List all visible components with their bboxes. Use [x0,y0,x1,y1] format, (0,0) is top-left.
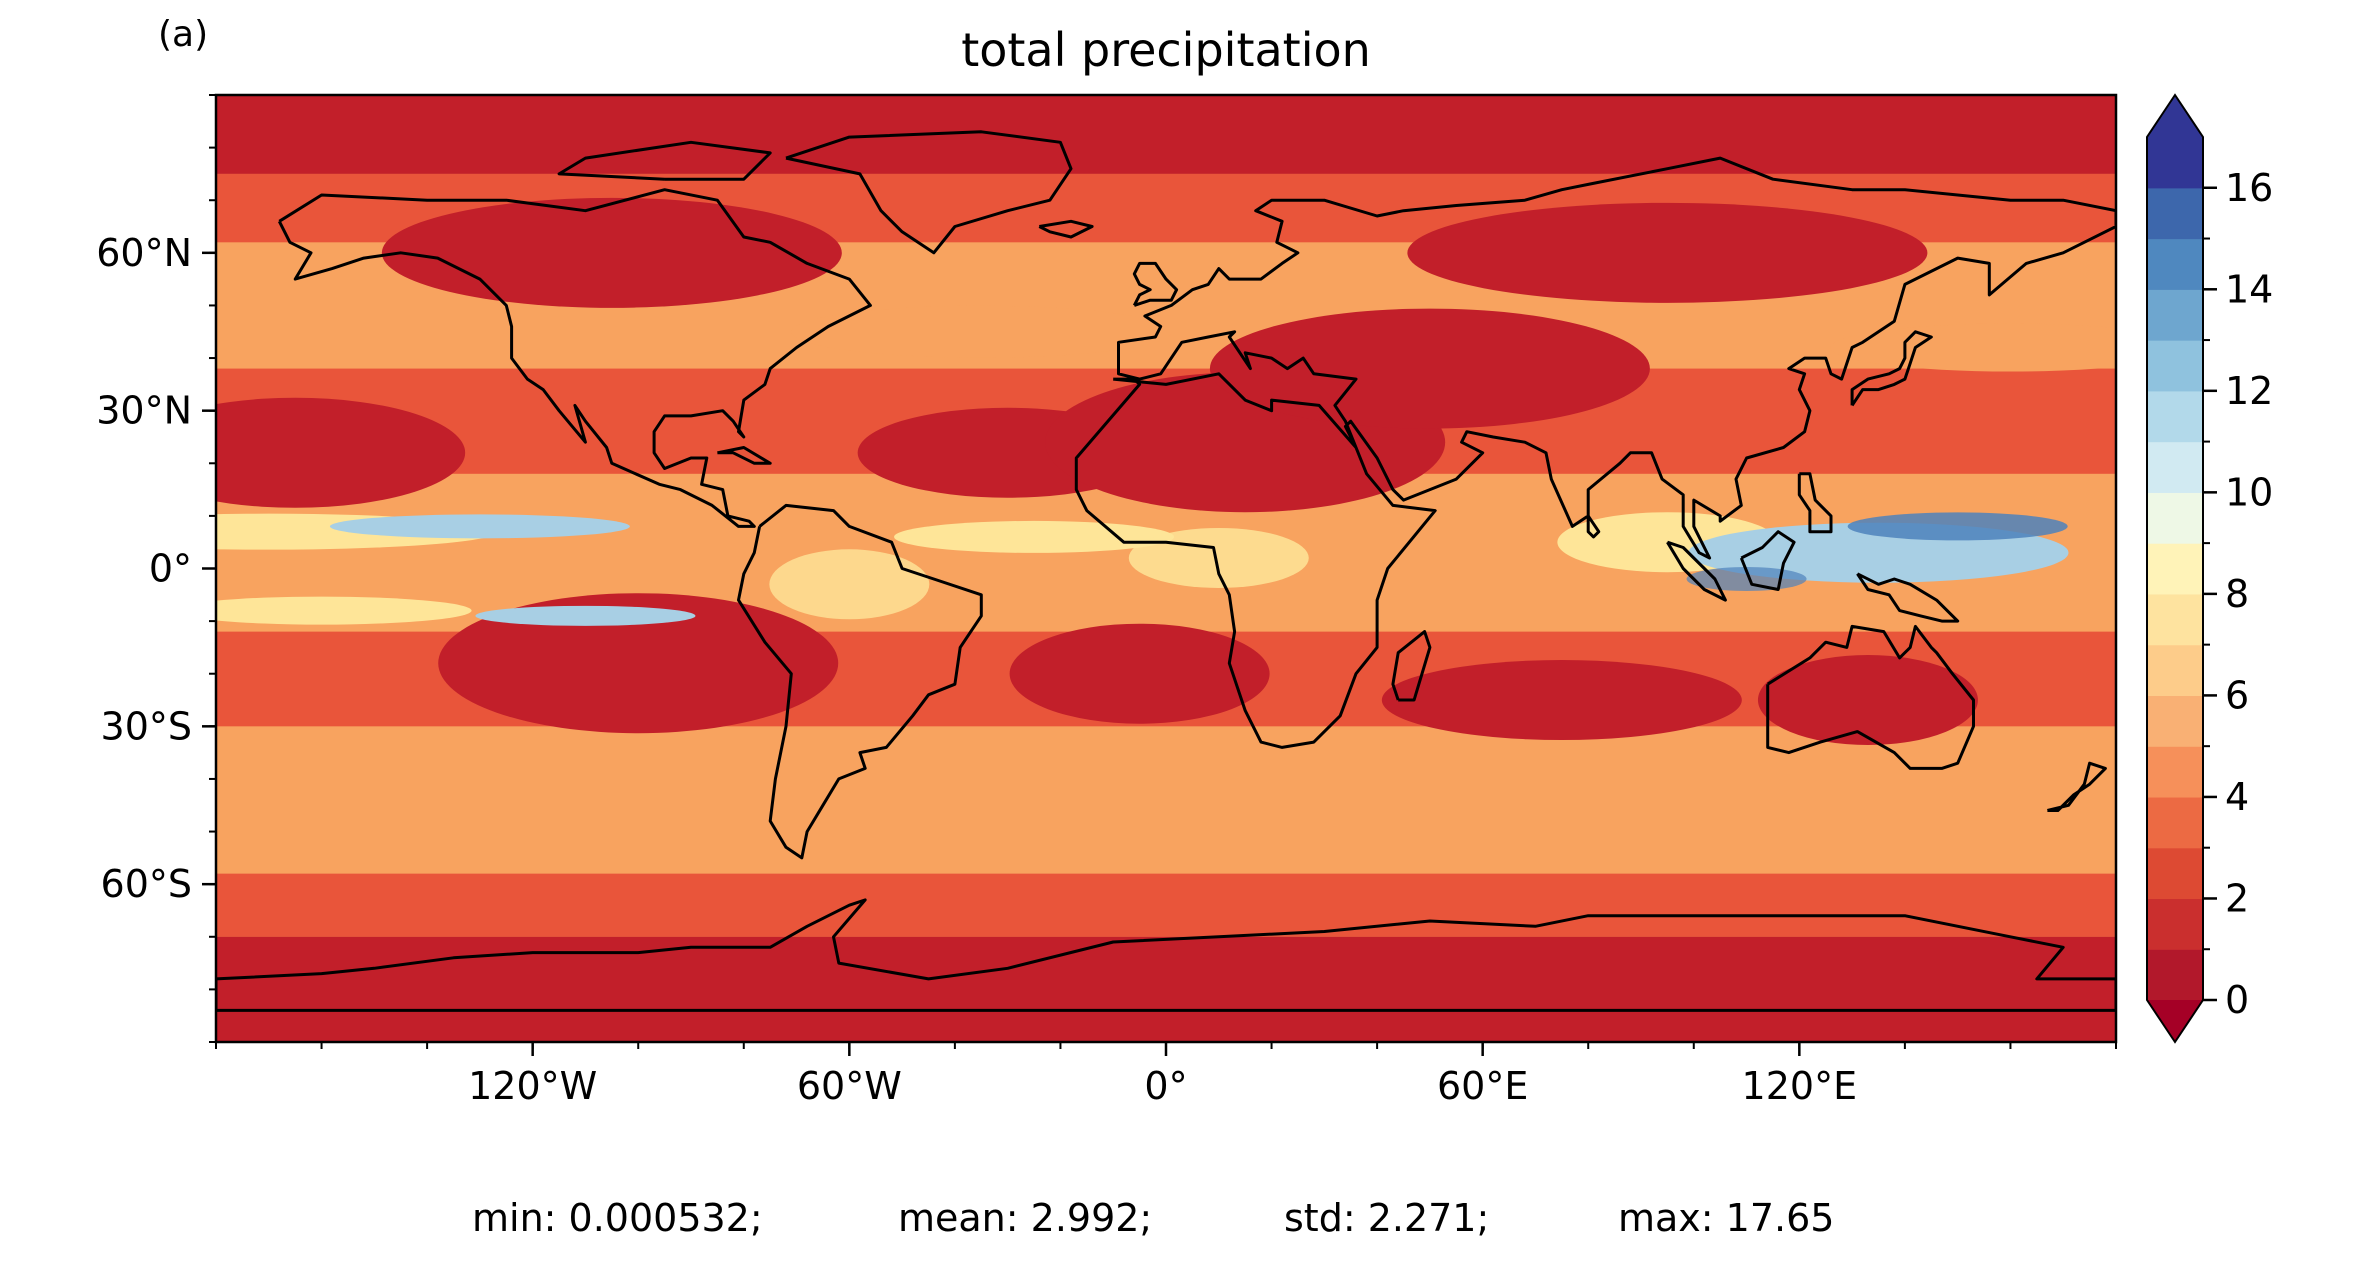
storm-track-north-pacific [1830,323,2116,372]
coastline-eurasia-africa [1074,156,2116,749]
dry-zone-south-east-pacific [438,593,839,734]
coastline-new-zealand [2047,761,2107,812]
longitude-axis: 120°W 60°W 0° 60°E 120°E [215,1042,2117,1108]
lat-tick-label: 30°S [101,704,192,748]
stat-min: min: 0.000532; [472,1196,763,1240]
colorbar-tick-label: 4 [2225,775,2249,819]
precip-band-arctic [216,95,2116,174]
colorbar-tick-label: 10 [2225,470,2273,514]
colorbar-tick-label: 6 [2225,673,2249,717]
coastline-north-america [277,188,872,528]
itcz-atlantic [894,520,1175,553]
precip-band-antarctic [216,936,2116,1042]
wettest-zone-west-pacific [1847,512,2068,541]
colorbar-segment [2147,137,2203,189]
coastline-greenland [785,130,1073,255]
coastlines [216,130,2116,1012]
lat-tick-label: 60°S [101,862,192,906]
colorbar-segment [2147,746,2203,798]
coastline-madagascar [1391,630,1432,702]
coastline-iceland [1038,219,1094,239]
lat-tick-label: 60°N [96,231,192,275]
coastline-philippines [1797,472,1833,534]
colorbar-segment [2147,695,2203,747]
colorbar-tick-label: 0 [2225,978,2249,1022]
colorbar-tick-label: 2 [2225,876,2249,920]
colorbar-segment [2147,898,2203,950]
dry-zone-australia [1757,655,1978,746]
colorbar-segment [2147,593,2203,646]
dry-zone-canada [381,197,842,308]
coastline-australia [1766,624,1975,770]
wet-zone-amazon [769,549,930,620]
colorbar-tick-label: 14 [2225,267,2273,311]
colorbar-extend-min [2147,1000,2203,1042]
colorbar-segment [2147,847,2203,900]
colorbar-segment [2147,238,2203,290]
storm-track-north-atlantic [791,305,1172,358]
colorbar-extend-max [2147,95,2203,137]
colorbar-segment [2147,644,2203,697]
lat-tick-label: 30°N [96,389,192,433]
colorbar-outline [2146,93,2204,1044]
lon-tick-label: 60°E [1437,1064,1528,1108]
dry-zone-central-asia [1209,308,1650,429]
colorbar: 0 2 4 6 8 10 12 14 16 [2146,93,2273,1044]
pacific-wet-band-south [475,605,696,626]
latitude-axis: 60°N 30°N 0° 30°S 60°S [96,94,216,1043]
itcz-pacific-core [329,514,630,539]
stat-max: max: 17.65 [1618,1196,1835,1240]
dry-zone-siberia [1407,202,1928,303]
colorbar-tick-label: 16 [2225,166,2273,210]
dry-zone-south-atlantic [1009,623,1270,724]
coastline-new-guinea [1856,572,1960,623]
colorbar-segment [2147,543,2203,595]
colorbar-segment [2147,340,2203,392]
colorbar-segment [2147,187,2203,240]
colorbar-segment [2147,949,2203,1001]
precip-band-southern-ocean [216,873,2116,937]
lon-tick-label: 120°E [1742,1064,1858,1108]
lon-tick-label: 0° [1144,1064,1187,1108]
coastline-cuba [717,446,772,465]
coastline-sumatra [1666,540,1727,602]
coastline-south-america [737,503,983,860]
colorbar-segment [2147,492,2203,544]
wet-zone-congo [1128,527,1309,588]
stat-std: std: 2.271; [1284,1196,1490,1240]
coastline-borneo [1739,530,1796,591]
lon-tick-label: 120°W [468,1064,597,1108]
colorbar-segment [2147,796,2203,849]
spcz [216,596,472,625]
colorbar-segment [2147,441,2203,493]
coastline-antarctica [216,898,2116,1012]
dry-zone-south-indian-ocean [1381,660,1742,741]
coastline-japan [1850,330,1933,407]
map-area [216,95,2116,1042]
coastline-sri-lanka [1586,515,1601,539]
map-title: total precipitation [961,23,1371,77]
dry-zone-north-pacific [216,397,466,508]
lon-tick-label: 60°W [797,1064,902,1108]
colorbar-segment [2147,289,2203,341]
coastline-arctic-islands [557,140,772,181]
colorbar-tick-label: 12 [2225,369,2273,413]
colorbar-segment [2147,390,2203,443]
colorbar-tick-label: 8 [2225,572,2249,616]
stat-mean: mean: 2.992; [898,1196,1153,1240]
coastline-greenland-island-uk [1132,261,1179,307]
lat-tick-label: 0° [149,547,192,591]
panel-label: (a) [158,14,208,55]
